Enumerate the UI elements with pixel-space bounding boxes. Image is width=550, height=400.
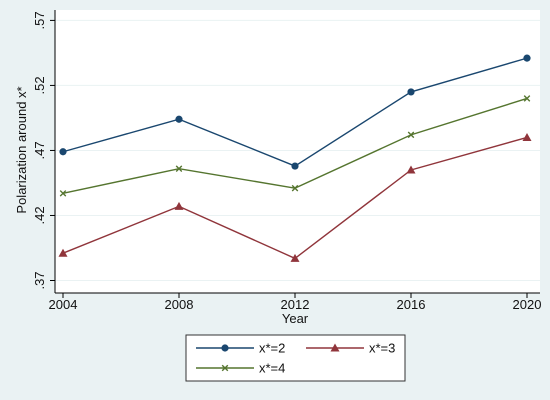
- x-axis-title: Year: [282, 311, 309, 326]
- x-tick-label: 2020: [513, 297, 542, 312]
- grid-lines: [55, 19, 540, 281]
- x-tick-label: 2004: [49, 297, 78, 312]
- legend-label-2: x*=3: [369, 341, 395, 356]
- y-tick-label: .47: [32, 141, 47, 159]
- y-tick-label: .57: [32, 11, 47, 29]
- data-point-series-2: [406, 165, 416, 174]
- legend-label-3: x*=4: [259, 361, 285, 376]
- legend: x*=2 x*=3 x*=4: [185, 334, 406, 382]
- marker-stroke: [175, 165, 183, 172]
- marker-stroke: [221, 364, 229, 372]
- legend-marker-1: [221, 344, 229, 352]
- legend-label-1: x*=2: [259, 341, 285, 356]
- y-tick-label: .52: [32, 76, 47, 94]
- data-point-series-1: [291, 162, 299, 170]
- data-point-series-3: [523, 95, 531, 102]
- data-point-series-3: [59, 190, 67, 197]
- data-point-series-3: [175, 165, 183, 172]
- marker-stroke: [407, 131, 415, 139]
- data-point-series-3: [407, 131, 415, 139]
- data-point-series-3: [291, 184, 299, 192]
- data-point-series-2: [174, 201, 184, 210]
- data-point-series-1: [59, 148, 67, 156]
- data-point-series-2: [522, 132, 532, 141]
- legend-marker-2: [330, 343, 340, 352]
- legend-box: [185, 334, 406, 382]
- y-axis-title: Polarization around x*: [14, 86, 29, 213]
- axes: .37 .42 .47 .52 .57 2004 2008 2012 2016 2020: [32, 10, 541, 312]
- data-point-series-1: [175, 115, 183, 123]
- data-point-series-1: [407, 88, 415, 96]
- plot-background: [55, 10, 540, 293]
- x-tick-label: 2008: [165, 297, 194, 312]
- data-point-series-2: [290, 253, 300, 262]
- series-markers: [58, 54, 532, 262]
- legend-marker-3: [221, 364, 229, 372]
- data-point-series-1: [523, 54, 531, 62]
- y-tick-label: .37: [32, 271, 47, 289]
- y-tick-label: .42: [32, 206, 47, 224]
- marker-stroke: [59, 190, 67, 197]
- data-point-series-2: [58, 248, 68, 257]
- x-tick-label: 2016: [397, 297, 426, 312]
- x-tick-label: 2012: [281, 297, 310, 312]
- marker-stroke: [523, 95, 531, 102]
- marker-stroke: [291, 184, 299, 192]
